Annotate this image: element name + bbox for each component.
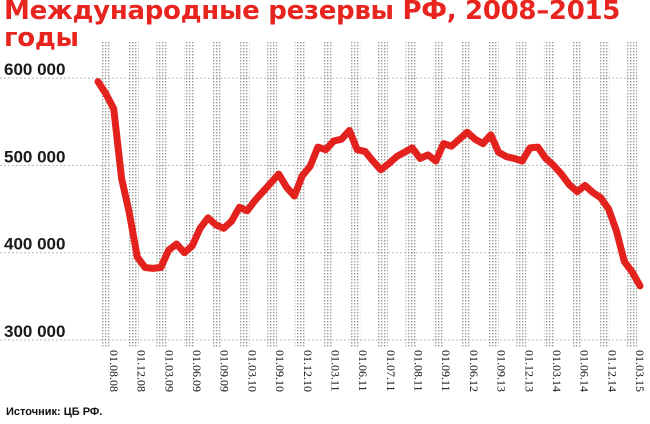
x-tick-label: 01.12.13 bbox=[522, 350, 536, 392]
x-gridline bbox=[543, 42, 554, 347]
y-tick-label: 500 000 bbox=[4, 147, 65, 166]
x-gridline bbox=[267, 42, 278, 347]
chart-title: Международные резервы РФ, 2008–2015 годы bbox=[4, 0, 621, 53]
x-tick-label: 01.06.09 bbox=[190, 350, 204, 392]
x-gridline bbox=[101, 42, 111, 347]
x-tick-label: 01.03.14 bbox=[550, 350, 564, 392]
x-tick-label: 01.08.11 bbox=[412, 350, 426, 392]
x-gridline bbox=[211, 42, 222, 347]
x-gridline bbox=[460, 42, 471, 347]
x-gridline bbox=[599, 42, 610, 347]
x-tick-label: 01.09.11 bbox=[439, 350, 453, 392]
x-tick-label: 01.09.13 bbox=[495, 350, 509, 392]
x-tick-label: 01.06.12 bbox=[467, 350, 481, 392]
source-note: Источник: ЦБ РФ. bbox=[6, 406, 103, 418]
x-tick-label: 01.06.11 bbox=[356, 350, 370, 392]
x-tick-label: 01.03.11 bbox=[328, 350, 342, 392]
x-gridline bbox=[488, 42, 499, 347]
x-tick-label: 01.03.15 bbox=[633, 350, 647, 392]
x-tick-label: 01.07.11 bbox=[384, 350, 398, 392]
x-gridline bbox=[156, 42, 167, 347]
x-gridline bbox=[516, 42, 527, 347]
x-tick-label: 01.03.10 bbox=[245, 350, 259, 392]
x-gridline bbox=[405, 42, 416, 347]
y-tick-label: 300 000 bbox=[4, 322, 65, 341]
x-gridline bbox=[627, 42, 637, 347]
x-tick-label: 01.12.10 bbox=[301, 350, 315, 392]
y-tick-labels: 300 000 400 000 500 000 600 000 bbox=[4, 60, 65, 341]
x-tick-label: 01.09.09 bbox=[218, 350, 232, 392]
grid bbox=[0, 42, 640, 347]
x-tick-label: 01.06.14 bbox=[578, 350, 592, 392]
x-gridline bbox=[350, 42, 361, 347]
x-gridline bbox=[294, 42, 305, 347]
x-gridline bbox=[128, 42, 139, 347]
x-tick-label: 01.09.10 bbox=[273, 350, 287, 392]
x-gridline bbox=[239, 42, 250, 347]
x-gridline bbox=[322, 42, 333, 347]
x-tick-label: 01.12.14 bbox=[605, 350, 619, 392]
x-tick-labels: 01.08.08 01.12.08 01.03.09 01.06.09 01.09.09… bbox=[107, 350, 647, 392]
y-tick-label: 600 000 bbox=[4, 60, 65, 79]
x-gridline bbox=[184, 42, 195, 347]
x-tick-label: 01.03.09 bbox=[162, 350, 176, 392]
reserves-series-line bbox=[94, 78, 644, 290]
x-tick-label: 01.12.08 bbox=[135, 350, 149, 392]
y-tick-label: 400 000 bbox=[4, 235, 65, 254]
series-line bbox=[94, 78, 644, 290]
x-gridline bbox=[433, 42, 444, 347]
x-gridline bbox=[377, 42, 388, 347]
x-tick-label: 01.08.08 bbox=[107, 350, 121, 392]
